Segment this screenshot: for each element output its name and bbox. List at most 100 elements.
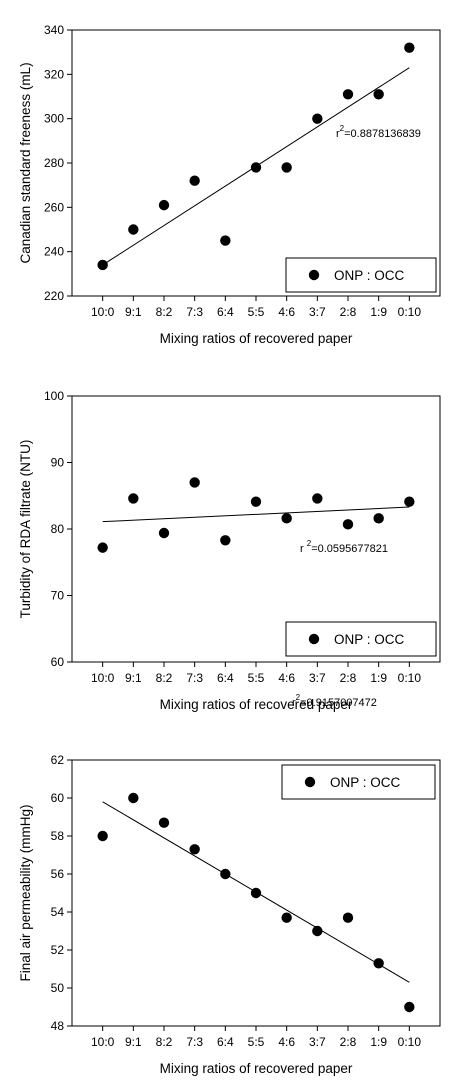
data-point [281,912,292,923]
r-squared-prefix: r [292,697,296,709]
data-point [97,830,108,842]
x-tick-label: 8:2 [156,305,173,319]
legend-marker [308,633,320,645]
x-tick-label: 2:8 [340,305,357,319]
x-tick-label: 5:5 [248,305,265,319]
y-tick-label: 60 [51,655,65,669]
r-squared-exponent: 2 [340,124,345,133]
y-tick-label: 56 [51,867,65,881]
x-tick-label: 0:10 [398,305,422,319]
x-tick-label: 2:8 [340,1035,357,1049]
data-point [189,175,200,186]
data-point [250,496,262,507]
data-point [250,162,262,173]
x-tick-label: 1:9 [370,671,387,685]
x-tick-label: 0:10 [398,671,422,685]
legend-label: ONP : OCC [330,775,401,790]
data-point [404,42,415,53]
y-tick-label: 54 [51,905,65,919]
x-tick-label: 8:2 [156,1035,173,1049]
x-tick-label: 6:4 [217,305,234,319]
x-tick-label: 10:0 [91,1035,115,1049]
r-squared-value: =0.9157007472 [300,697,377,709]
data-point [220,535,231,546]
data-point [373,958,384,969]
chart-3: 48 50 52 54 56 58 60 62 10:0 9:1 8:2 7:3 6:4 5:5 4:6 3:… [18,693,441,1076]
data-point [312,113,323,124]
y-tick-label: 320 [44,67,64,81]
r-squared-label: r 2=0.0595677821 [300,539,388,555]
data-point [342,912,354,923]
x-axis-title: Mixing ratios of recovered paper [160,697,353,712]
data-point [281,513,292,524]
data-point [220,868,231,880]
r-squared-exponent: 2 [296,693,301,702]
x-tick-label: 0:10 [398,1035,422,1049]
data-point [158,199,170,211]
regression-line [102,506,410,523]
r-squared-prefix: r [336,128,340,140]
data-point [189,844,200,855]
y-tick-label: 90 [51,456,65,470]
y-tick-label: 100 [44,389,64,403]
y-tick-label: 70 [51,589,65,603]
x-axis-title: Mixing ratios of recovered paper [160,331,353,346]
y-tick-label: 220 [44,289,64,303]
x-tick-label: 7:3 [186,305,203,319]
data-point [158,527,170,539]
y-tick-label: 300 [44,112,64,126]
x-tick-label: 7:3 [186,671,203,685]
legend-marker [308,269,320,281]
x-tick-label: 2:8 [340,671,357,685]
data-point [373,513,384,524]
y-tick-label: 48 [51,1019,65,1033]
data-point [158,817,170,828]
data-point [128,792,139,804]
r-squared-value: =0.8878136839 [344,128,421,140]
y-axis-title: Canadian standard freeness (mL) [18,62,33,263]
legend-marker [304,776,316,788]
x-tick-label: 10:0 [91,671,115,685]
y-tick-label: 62 [51,753,65,767]
x-tick-label: 4:6 [278,1035,295,1049]
x-tick-label: 1:9 [370,1035,387,1049]
data-point [342,89,354,100]
y-tick-label: 60 [51,791,65,805]
x-tick-label: 7:3 [186,1035,203,1049]
data-point [312,925,323,937]
x-tick-label: 6:4 [217,1035,234,1049]
x-tick-label: 1:9 [370,305,387,319]
chart-1: 220 240 260 280 300 320 340 10:0 9:1 8:2 7:3 6:4 5:5… [18,23,441,346]
x-tick-label: 4:6 [278,671,295,685]
legend: ONP : OCC [285,257,437,293]
legend-label: ONP : OCC [334,268,405,283]
r-squared-prefix: r [300,543,307,555]
r-squared-label: r2=0.8878136839 [336,124,421,140]
data-point [128,224,139,235]
data-point [342,519,354,530]
data-point [97,259,108,271]
data-point [404,1001,415,1013]
r-squared-exponent: 2 [307,539,312,548]
chart-2: 60 70 80 90 100 10:0 9:1 8:2 7:3 6:4 5:5 4:6 3:7 2:8 1… [18,389,441,712]
y-tick-label: 340 [44,23,64,37]
x-tick-label: 5:5 [248,1035,265,1049]
legend-label: ONP : OCC [334,632,405,647]
data-point [220,235,231,246]
y-tick-label: 280 [44,156,64,170]
y-tick-label: 80 [51,522,65,536]
x-tick-label: 5:5 [248,671,265,685]
x-tick-label: 8:2 [156,671,173,685]
data-point [250,887,262,899]
y-tick-label: 50 [51,981,65,995]
x-tick-label: 9:1 [125,305,142,319]
x-axis-title: Mixing ratios of recovered paper [160,1061,353,1076]
r-squared-value: =0.0595677821 [311,543,388,555]
x-tick-label: 3:7 [309,305,326,319]
x-tick-label: 9:1 [125,1035,142,1049]
x-tick-label: 3:7 [309,671,326,685]
x-tick-label: 4:6 [278,305,295,319]
legend: ONP : OCC [285,621,437,657]
data-point [128,493,139,504]
